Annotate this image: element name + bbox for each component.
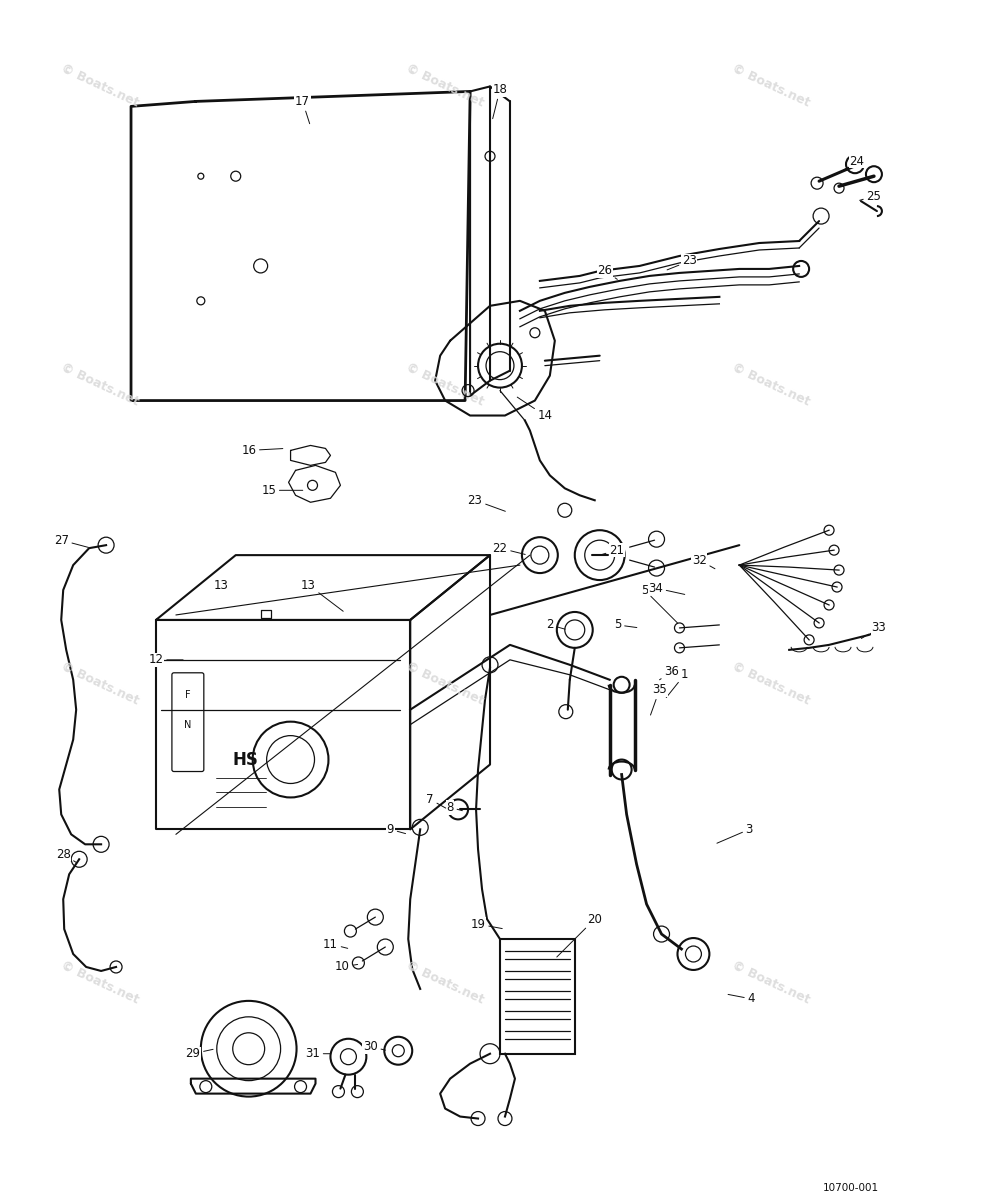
Text: 12: 12 — [148, 653, 183, 666]
Text: 27: 27 — [53, 534, 88, 547]
Text: © Boats.net: © Boats.net — [405, 61, 487, 109]
Text: 28: 28 — [55, 847, 77, 863]
Text: © Boats.net: © Boats.net — [405, 361, 487, 408]
Text: 22: 22 — [493, 541, 525, 554]
Text: 16: 16 — [241, 444, 283, 457]
Text: 14: 14 — [517, 397, 553, 422]
Text: 36: 36 — [660, 665, 678, 679]
Text: 10700-001: 10700-001 — [823, 1183, 879, 1193]
Text: 32: 32 — [692, 553, 715, 569]
Text: 21: 21 — [602, 544, 624, 557]
Text: HS: HS — [232, 750, 259, 768]
Text: © Boats.net: © Boats.net — [730, 660, 812, 708]
Text: 13: 13 — [301, 578, 343, 611]
Text: © Boats.net: © Boats.net — [730, 61, 812, 109]
Text: 24: 24 — [842, 155, 864, 172]
Text: 33: 33 — [861, 622, 886, 638]
Text: 17: 17 — [295, 95, 310, 124]
Text: 3: 3 — [717, 823, 753, 844]
Text: © Boats.net: © Boats.net — [405, 959, 487, 1007]
Text: 35: 35 — [651, 683, 667, 715]
Text: 30: 30 — [363, 1040, 386, 1054]
Text: 8: 8 — [446, 800, 463, 814]
Text: 23: 23 — [668, 254, 697, 270]
Text: 13: 13 — [214, 578, 228, 592]
Text: 1: 1 — [667, 668, 688, 697]
Text: 7: 7 — [426, 793, 446, 808]
Text: © Boats.net: © Boats.net — [730, 361, 812, 408]
Text: 2: 2 — [546, 618, 565, 631]
Text: 20: 20 — [557, 913, 602, 958]
Text: 18: 18 — [493, 83, 507, 119]
Text: 10: 10 — [335, 960, 358, 973]
Text: © Boats.net: © Boats.net — [59, 361, 141, 408]
Text: © Boats.net: © Boats.net — [59, 61, 141, 109]
Text: © Boats.net: © Boats.net — [59, 660, 141, 708]
Text: 26: 26 — [597, 264, 617, 280]
Text: 19: 19 — [471, 918, 502, 930]
Text: © Boats.net: © Boats.net — [405, 660, 487, 708]
Text: 31: 31 — [305, 1048, 330, 1061]
Text: © Boats.net: © Boats.net — [59, 959, 141, 1007]
Text: 34: 34 — [648, 582, 684, 594]
Text: F: F — [185, 690, 191, 700]
Text: N: N — [184, 720, 192, 730]
Text: 25: 25 — [859, 190, 881, 203]
Text: 5: 5 — [614, 618, 637, 631]
Text: 15: 15 — [261, 484, 303, 497]
Text: 9: 9 — [387, 823, 405, 836]
Text: 23: 23 — [468, 493, 505, 511]
Text: 11: 11 — [323, 937, 348, 950]
Text: 4: 4 — [728, 992, 755, 1006]
Text: © Boats.net: © Boats.net — [730, 959, 812, 1007]
Bar — [500, 940, 575, 1054]
Text: 29: 29 — [185, 1048, 213, 1061]
Text: 5: 5 — [641, 583, 677, 623]
